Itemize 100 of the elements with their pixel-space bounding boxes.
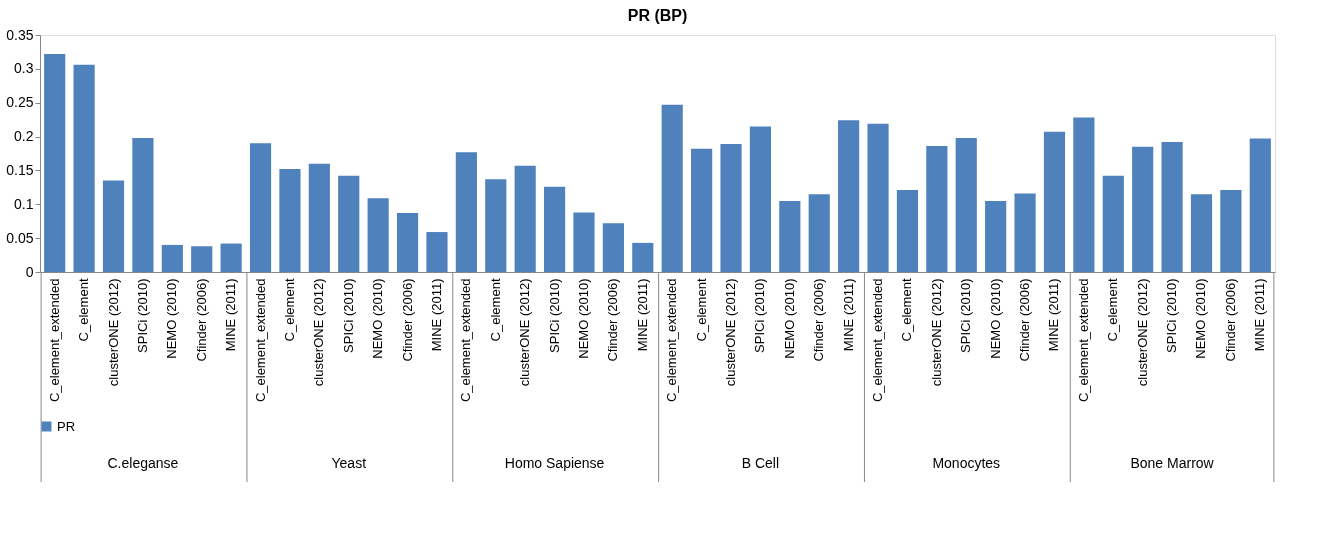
bar bbox=[132, 137, 154, 272]
x-tick-label: C_element bbox=[1105, 278, 1121, 342]
bar bbox=[1161, 141, 1183, 272]
bar bbox=[867, 123, 889, 272]
text: Bone Marrow bbox=[1130, 455, 1215, 471]
x-tick-label: clusterONE (2012) bbox=[1134, 278, 1150, 387]
y-tick-label: 0.35 bbox=[6, 26, 34, 43]
x-tick-label: C_element_extended bbox=[870, 278, 886, 403]
x-tick-label: Cfinder (2006) bbox=[193, 278, 209, 362]
bar bbox=[661, 104, 683, 272]
x-tick-label: MINE (2011) bbox=[1046, 278, 1062, 352]
x-tick-label: NEMO (2010) bbox=[781, 278, 797, 359]
x-tick-label: MINE (2011) bbox=[223, 278, 239, 352]
x-tick-label: C_element bbox=[281, 278, 297, 342]
bar bbox=[161, 244, 183, 272]
bar bbox=[632, 242, 654, 272]
x-tick-label: MINE (2011) bbox=[840, 278, 856, 352]
bar bbox=[338, 175, 360, 272]
bar bbox=[1043, 131, 1066, 272]
bar bbox=[779, 200, 801, 272]
x-tick-label: MINE (2011) bbox=[428, 278, 444, 352]
x-tick-label: C_element_extended bbox=[252, 278, 268, 403]
y-tick-label: 0.25 bbox=[6, 94, 34, 111]
text: Homo Sapiense bbox=[504, 455, 605, 471]
bar bbox=[367, 198, 389, 272]
y-tick-label: 0 bbox=[25, 263, 34, 280]
x-tick-label: Cfinder (2006) bbox=[1017, 278, 1033, 362]
bar bbox=[514, 165, 536, 272]
x-tick-label: C_element bbox=[487, 278, 503, 342]
x-tick-label: C_element_extended bbox=[664, 278, 680, 403]
x-tick-label: NEMO (2010) bbox=[164, 278, 180, 359]
bar bbox=[544, 186, 566, 272]
y-tick-label: 0.3 bbox=[14, 60, 34, 77]
bar bbox=[808, 194, 830, 272]
text: C.eleganse bbox=[107, 455, 179, 471]
bar bbox=[455, 152, 477, 272]
bar bbox=[602, 223, 624, 272]
bar bbox=[1073, 117, 1095, 272]
x-tick-label: Cfinder (2006) bbox=[1222, 278, 1238, 362]
bar bbox=[1132, 146, 1154, 272]
bar bbox=[249, 143, 272, 272]
text: Monocytes bbox=[932, 455, 1001, 471]
x-tick-label: SPICi (2010) bbox=[340, 278, 356, 353]
bar bbox=[926, 146, 948, 272]
legend-label: PR bbox=[57, 418, 76, 434]
bar bbox=[573, 212, 595, 272]
x-tick-label: C_element bbox=[693, 278, 709, 342]
bar bbox=[73, 64, 95, 272]
x-tick-label: SPICi (2010) bbox=[752, 278, 768, 353]
x-tick-label: SPICi (2010) bbox=[546, 278, 562, 353]
chart-title: PR (BP) bbox=[627, 7, 688, 24]
bar bbox=[896, 190, 919, 272]
bar bbox=[191, 246, 213, 272]
bar bbox=[1190, 194, 1213, 272]
x-tick-label: NEMO (2010) bbox=[987, 278, 1003, 359]
bar bbox=[308, 163, 330, 272]
x-tick-label: NEMO (2010) bbox=[370, 278, 386, 359]
bar bbox=[485, 179, 507, 272]
bar bbox=[426, 232, 448, 272]
bar bbox=[1014, 193, 1036, 272]
x-tick-label: NEMO (2010) bbox=[1193, 278, 1209, 359]
y-tick-label: 0.15 bbox=[6, 161, 34, 178]
x-tick-label: NEMO (2010) bbox=[575, 278, 591, 359]
x-tick-label: C_element bbox=[899, 278, 915, 342]
x-tick-label: MINE (2011) bbox=[634, 278, 650, 352]
bar bbox=[1102, 175, 1124, 272]
y-tick-label: 0.1 bbox=[14, 195, 34, 212]
bar bbox=[279, 169, 301, 272]
y-tick-label: 0.05 bbox=[6, 229, 34, 246]
x-tick-label: clusterONE (2012) bbox=[311, 278, 327, 387]
bar bbox=[1220, 190, 1242, 272]
x-tick-label: SPICi (2010) bbox=[958, 278, 974, 353]
x-tick-label: SPICi (2010) bbox=[1164, 278, 1180, 353]
x-tick-label: clusterONE (2012) bbox=[928, 278, 944, 387]
x-tick-label: Cfinder (2006) bbox=[811, 278, 827, 362]
x-tick-label: C_element bbox=[76, 278, 92, 342]
x-tick-label: clusterONE (2012) bbox=[517, 278, 533, 387]
x-tick-label: MINE (2011) bbox=[1252, 278, 1268, 352]
bar bbox=[44, 53, 66, 272]
bar bbox=[955, 137, 977, 272]
x-tick-label: Cfinder (2006) bbox=[399, 278, 415, 362]
x-tick-label: Cfinder (2006) bbox=[605, 278, 621, 362]
x-tick-label: C_element_extended bbox=[1075, 278, 1091, 403]
x-tick-label: clusterONE (2012) bbox=[105, 278, 121, 387]
bar bbox=[985, 200, 1007, 272]
bar bbox=[691, 148, 713, 272]
text: Yeast bbox=[331, 455, 367, 471]
bar bbox=[102, 180, 125, 272]
bar bbox=[220, 243, 242, 272]
bar bbox=[749, 126, 771, 272]
text: B Cell bbox=[741, 455, 780, 471]
bar bbox=[1249, 138, 1271, 272]
x-tick-label: clusterONE (2012) bbox=[723, 278, 739, 387]
x-tick-label: SPICi (2010) bbox=[134, 278, 150, 353]
bar bbox=[396, 213, 419, 272]
y-tick-label: 0.2 bbox=[14, 128, 34, 145]
x-tick-label: C_element_extended bbox=[46, 278, 62, 403]
bar bbox=[838, 120, 860, 272]
x-tick-label: C_element_extended bbox=[458, 278, 474, 403]
bar bbox=[720, 144, 742, 272]
